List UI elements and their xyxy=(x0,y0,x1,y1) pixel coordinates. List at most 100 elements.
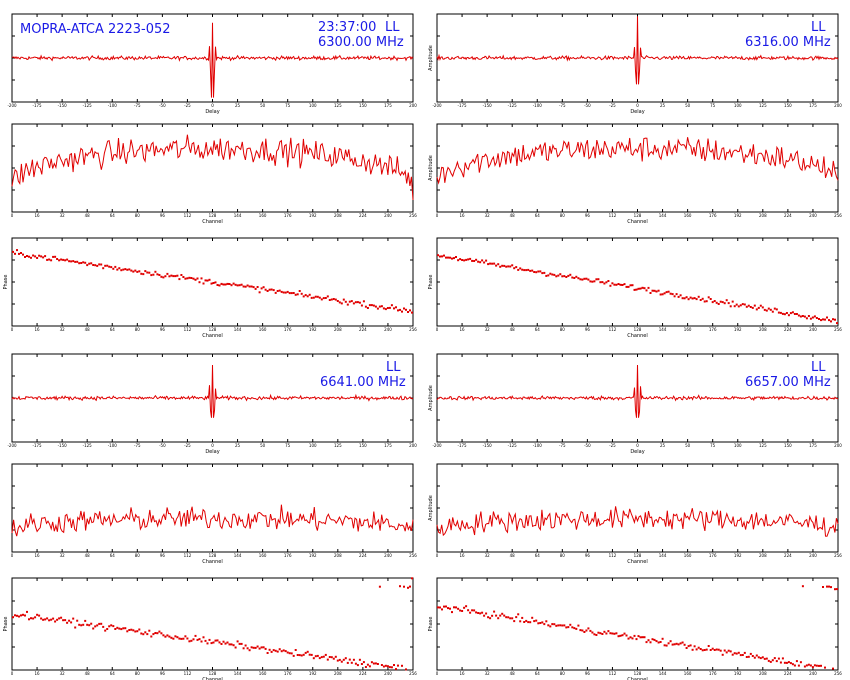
phase-point xyxy=(647,286,650,289)
x-tick-label: 32 xyxy=(485,213,491,218)
phase-point xyxy=(553,273,556,276)
phase-point xyxy=(378,305,381,308)
phase-point xyxy=(761,656,764,659)
phase-point xyxy=(533,271,536,273)
phase-point xyxy=(244,285,247,288)
x-tick-label: 144 xyxy=(659,671,667,676)
phase-point xyxy=(118,627,121,630)
phase-point xyxy=(551,273,554,276)
phase-point xyxy=(505,265,508,268)
phase-point xyxy=(767,307,770,310)
phase-point xyxy=(627,637,630,640)
x-tick-label: 0 xyxy=(211,103,214,108)
phase-point xyxy=(192,638,195,641)
phase-point xyxy=(150,274,153,277)
x-tick-label: 200 xyxy=(409,443,417,448)
phase-point xyxy=(631,637,634,640)
phase-point xyxy=(818,318,820,320)
phase-point xyxy=(441,255,443,258)
phase-point xyxy=(204,279,207,282)
phase-point xyxy=(80,624,83,627)
phase-point xyxy=(310,653,313,656)
phase-point xyxy=(366,663,369,666)
x-tick-label: 192 xyxy=(734,327,742,332)
phase-point xyxy=(236,284,239,287)
phase-point xyxy=(705,300,708,303)
phase-point xyxy=(386,307,389,309)
x-tick-label: 112 xyxy=(609,671,617,676)
x-tick-label: 32 xyxy=(60,213,66,218)
phase-point xyxy=(342,298,345,301)
phase-point xyxy=(130,628,133,631)
x-tick-label: 208 xyxy=(759,671,767,676)
x-tick-label: 16 xyxy=(460,213,466,218)
phase-point xyxy=(198,281,201,284)
phase-point xyxy=(38,254,41,257)
phase-point xyxy=(32,254,35,257)
x-tick-label: 208 xyxy=(759,553,767,558)
freq-label-6300: 6300.00 MHz xyxy=(318,35,404,50)
x-tick-label: 64 xyxy=(110,213,116,218)
phase-point xyxy=(731,653,734,656)
phase-point xyxy=(695,648,698,651)
phase-point xyxy=(380,664,383,666)
phase-point xyxy=(250,646,253,649)
panel-frame xyxy=(436,237,839,327)
x-tick-label: 192 xyxy=(309,553,317,558)
phase-point xyxy=(477,260,480,263)
x-tick-label: 176 xyxy=(284,553,292,558)
phase-point xyxy=(469,257,472,260)
x-axis-label: Channel xyxy=(627,677,648,680)
x-tick-label: 50 xyxy=(260,103,266,108)
x-tick-label: 144 xyxy=(659,553,667,558)
phase-point xyxy=(324,297,327,299)
phase-point xyxy=(106,628,109,630)
phase-point xyxy=(316,654,319,657)
x-tick-label: 224 xyxy=(359,327,367,332)
phase-point xyxy=(168,275,171,278)
phase-point xyxy=(822,318,824,321)
phase-point xyxy=(224,642,227,645)
x-tick-label: 80 xyxy=(560,327,566,332)
phase-point xyxy=(18,252,20,255)
phase-point xyxy=(517,268,520,271)
phase-point xyxy=(791,311,794,314)
phase-point xyxy=(559,624,562,627)
phase-point xyxy=(116,626,119,629)
phase-point xyxy=(96,624,99,627)
phase-point xyxy=(322,297,325,300)
phase-point xyxy=(759,304,762,307)
phase-point xyxy=(204,639,207,642)
x-tick-label: 80 xyxy=(135,671,141,676)
phase-point xyxy=(741,654,744,656)
phase-point xyxy=(449,607,451,610)
phase-point xyxy=(166,272,169,275)
phase-point xyxy=(637,287,640,290)
phase-point xyxy=(160,632,163,635)
phase-point xyxy=(50,259,53,262)
phase-point xyxy=(836,322,838,325)
x-tick-label: 256 xyxy=(409,327,417,332)
phase-point xyxy=(338,658,341,661)
phase-point xyxy=(715,301,718,304)
phase-point xyxy=(565,626,568,629)
amplitude-trace xyxy=(11,504,414,537)
x-tick-label: 224 xyxy=(784,671,792,676)
phase-point xyxy=(627,285,630,288)
phase-point xyxy=(376,663,379,665)
phase-point xyxy=(304,651,307,654)
phase-point xyxy=(70,260,73,263)
x-tick-label: 0 xyxy=(11,327,14,332)
phase-point xyxy=(390,666,393,669)
phase-point xyxy=(144,631,147,634)
phase-point xyxy=(48,619,51,622)
phase-point xyxy=(108,625,111,628)
x-tick-label: 80 xyxy=(560,553,566,558)
phase-point xyxy=(160,275,163,278)
x-tick-label: 75 xyxy=(710,443,716,448)
phase-point xyxy=(765,657,768,660)
phase-point xyxy=(182,276,185,278)
phase-point xyxy=(463,606,466,609)
x-tick-label: 224 xyxy=(359,213,367,218)
phase-point xyxy=(757,306,760,309)
